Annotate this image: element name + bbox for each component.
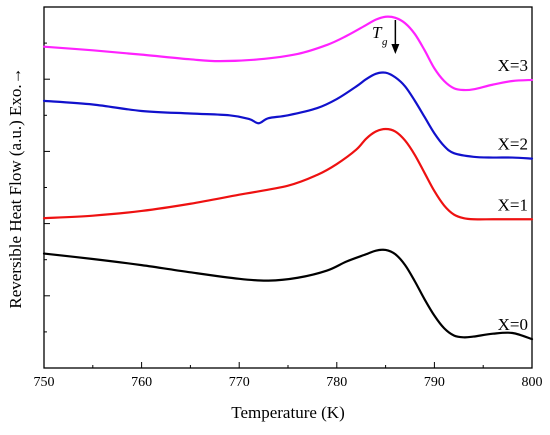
x-tick-label: 800	[522, 375, 543, 390]
x-axis-title: Temperature (K)	[231, 403, 345, 422]
x-tick-label: 770	[229, 375, 250, 390]
plot-area-border	[43, 6, 533, 369]
series-line-x-3	[42, 15, 534, 92]
x-tick-label: 790	[424, 375, 445, 390]
series-label-x-1: X=1	[498, 195, 528, 214]
x-tick-label: 760	[131, 375, 152, 390]
series-label-x-3: X=3	[498, 56, 528, 75]
x-tick-label: 750	[34, 375, 55, 390]
tg-annotation-subscript: g	[382, 36, 388, 48]
plot-frame	[43, 6, 533, 369]
tg-annotation: T g	[372, 20, 400, 54]
series-line-x-1	[42, 127, 534, 221]
series-labels: X=3 X=2 X=1 X=0	[498, 56, 528, 334]
tg-arrow-head	[391, 44, 400, 54]
tg-annotation-label: T	[372, 23, 383, 42]
series-lines	[42, 15, 534, 341]
y-axis-ticks	[44, 6, 50, 369]
x-axis-ticks	[43, 362, 533, 368]
series-line-x-2	[42, 71, 534, 160]
x-axis-tick-labels: 750 760 770 780 790 800	[34, 375, 543, 390]
x-tick-label: 780	[326, 375, 347, 390]
y-axis-title: Reversible Heat Flow (a.u.) Exo.→	[6, 67, 25, 308]
series-label-x-0: X=0	[498, 315, 528, 334]
series-line-x-0	[42, 248, 534, 341]
series-label-x-2: X=2	[498, 135, 528, 154]
